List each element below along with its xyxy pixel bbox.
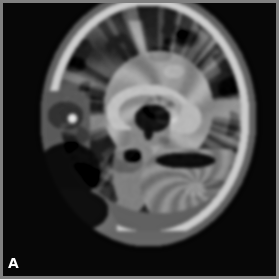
Text: A: A (8, 257, 19, 271)
